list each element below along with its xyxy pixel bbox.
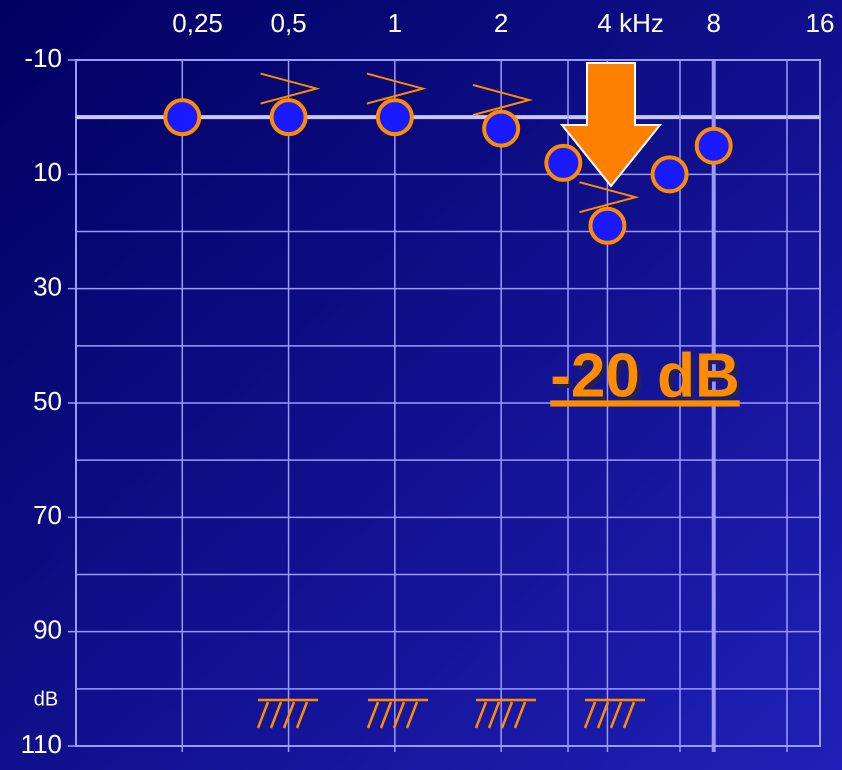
air-conduction-point	[650, 155, 689, 194]
symbol-hatch	[282, 701, 296, 729]
bone-conduction-point	[472, 84, 534, 116]
air-conduction-point	[269, 98, 308, 137]
symbol-hatch	[596, 701, 610, 729]
symbol-hatch	[622, 701, 636, 729]
y-tick-label: 90	[33, 615, 62, 645]
air-conduction-point	[163, 98, 202, 137]
x-tick-label: 8	[706, 8, 720, 38]
arrow	[559, 62, 663, 188]
symbol-hatch	[583, 701, 597, 729]
bone-conduction-point	[260, 72, 321, 105]
symbol-hatch	[487, 701, 501, 729]
air-conduction-point	[482, 109, 521, 148]
symbol-hatch	[392, 701, 406, 729]
symbol-hatch	[366, 701, 380, 729]
air-conduction-point	[588, 206, 627, 245]
annotation-shadow: -20 dB	[554, 345, 743, 414]
symbol-hatch	[474, 701, 488, 729]
x-tick-label: 1	[388, 8, 402, 38]
no-response-symbol	[474, 698, 536, 729]
symbol-hatch	[609, 701, 623, 729]
x-tick-label: 0,25	[172, 8, 223, 38]
no-response-symbol	[256, 698, 318, 729]
no-response-symbol	[583, 698, 645, 729]
y-tick-label: 70	[33, 500, 62, 530]
symbol-hatch	[295, 701, 309, 729]
overlay	[256, 62, 663, 729]
air-conduction-point	[544, 143, 583, 182]
symbol-hatch	[256, 701, 270, 729]
x-tick-label: 4 kHz	[597, 8, 663, 38]
marks	[163, 72, 733, 245]
x-tick-label: 2	[494, 8, 508, 38]
bone-conduction-point	[366, 72, 427, 105]
bone-conduction-point	[579, 181, 640, 214]
annotation: -20 dB	[550, 341, 739, 410]
x-tick-label: 0,5	[270, 8, 306, 38]
y-tick-label: 110	[21, 729, 62, 759]
y-tick-label: 50	[33, 386, 62, 416]
symbol-hatch	[405, 701, 419, 729]
y-tick-label: 30	[33, 272, 62, 302]
air-conduction-point	[694, 126, 733, 165]
symbol-hatch	[379, 701, 393, 729]
y-axis-label: dB	[34, 688, 58, 710]
y-tick-label: 10	[33, 157, 62, 187]
symbol-hatch	[513, 701, 527, 729]
y-tick-label: -10	[24, 43, 62, 73]
air-conduction-point	[375, 98, 414, 137]
symbol-hatch	[500, 701, 514, 729]
symbol-hatch	[269, 701, 283, 729]
no-response-symbol	[366, 698, 428, 729]
x-tick-label: 16	[806, 8, 835, 38]
